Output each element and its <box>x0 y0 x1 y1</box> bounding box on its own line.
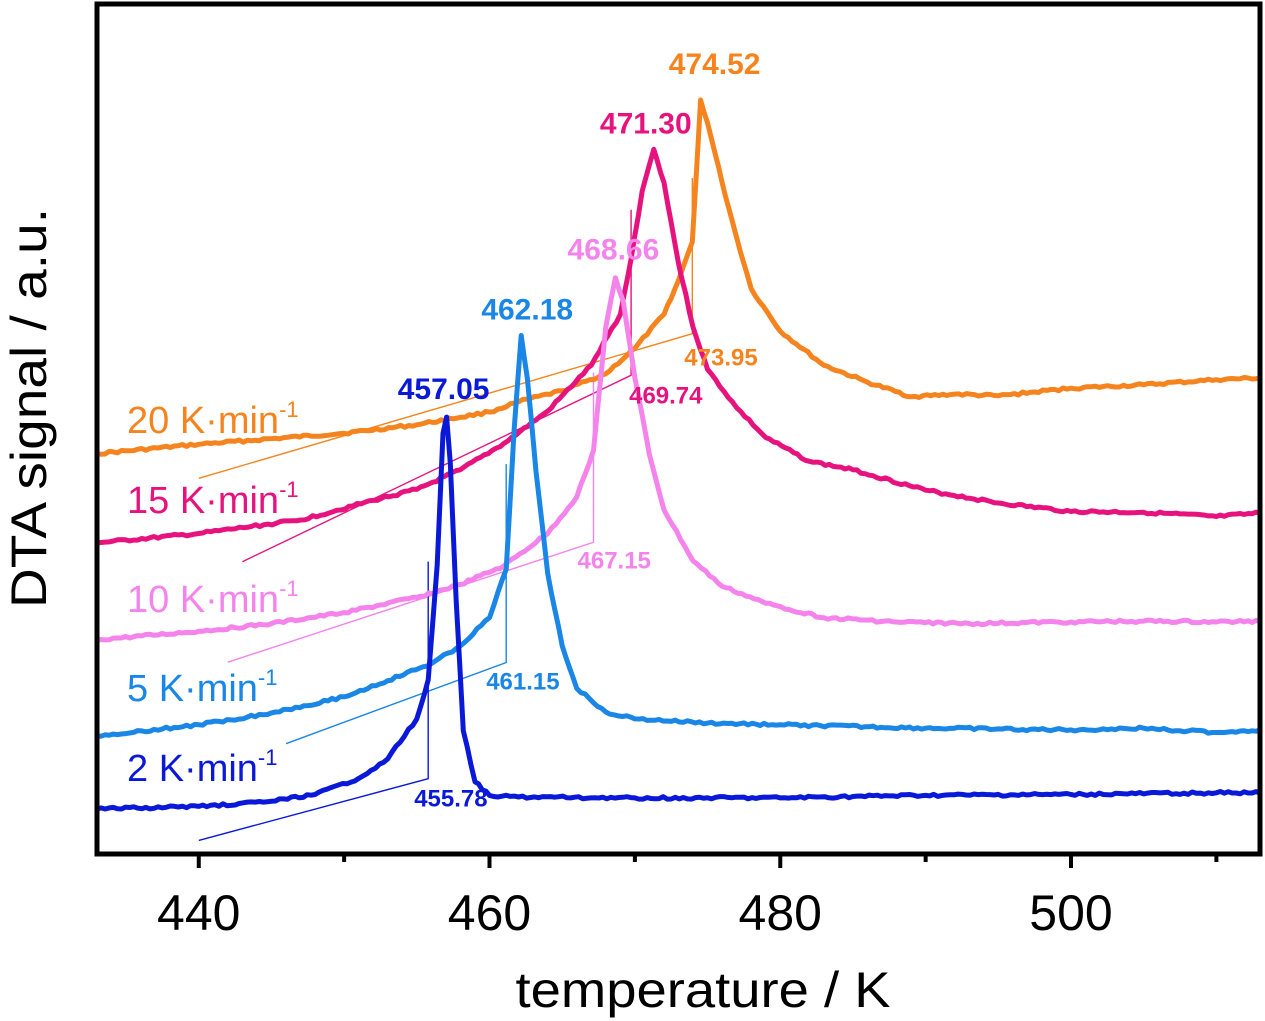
onset-temperature-label: 461.15 <box>486 669 559 696</box>
onset-temperature-label: 469.74 <box>629 382 703 409</box>
heating-rate-label: 20 K·min-1 <box>127 397 299 442</box>
onset-tangent-line <box>198 561 429 842</box>
y-axis-title: DTA signal / a.u. <box>1 208 57 608</box>
peak-temperature-label: 462.18 <box>481 294 573 327</box>
onset-temperature-label: 473.95 <box>684 345 757 372</box>
heating-rate-text: 20 K·min <box>127 400 279 442</box>
heating-rate-text: 15 K·min <box>127 480 279 522</box>
x-axis-title: temperature / K <box>516 962 891 1018</box>
x-tick-label: 480 <box>739 885 822 941</box>
heating-rate-exponent: -1 <box>279 576 299 601</box>
heating-rate-text: 2 K·min <box>127 748 258 790</box>
heating-rate-exponent: -1 <box>279 477 299 502</box>
series-line <box>94 146 1263 546</box>
series-line <box>94 275 1263 643</box>
heating-rate-text: 5 K·min <box>127 668 258 710</box>
x-tick-label: 440 <box>157 885 240 941</box>
peak-temperature-label: 471.30 <box>600 107 692 140</box>
plot-frame <box>94 1 1263 857</box>
heating-rate-label: 15 K·min-1 <box>127 477 299 522</box>
series-line <box>94 414 1263 812</box>
heating-rate-exponent: -1 <box>258 665 278 690</box>
peak-temperature-label: 468.66 <box>568 234 660 267</box>
series-line <box>94 333 1263 739</box>
peak-temperature-label: 457.05 <box>398 373 490 406</box>
x-tick-label: 500 <box>1029 885 1112 941</box>
series-line <box>94 97 1263 457</box>
x-axis-ticks: 440 460 480 500 <box>157 854 1219 941</box>
onset-temperature-label: 455.78 <box>414 786 487 813</box>
peak-temperature-label: 474.52 <box>669 48 761 81</box>
onset-temperature-label: 467.15 <box>578 547 651 574</box>
heating-rate-text: 10 K·min <box>127 579 279 621</box>
heating-rate-label: 10 K·min-1 <box>127 576 299 621</box>
heating-rate-label: 5 K·min-1 <box>127 665 277 710</box>
series-lines <box>94 97 1263 812</box>
heating-rate-label: 2 K·min-1 <box>127 745 277 790</box>
x-tick-label: 460 <box>448 885 531 941</box>
heating-rate-exponent: -1 <box>258 745 278 770</box>
heating-rate-exponent: -1 <box>279 397 299 422</box>
